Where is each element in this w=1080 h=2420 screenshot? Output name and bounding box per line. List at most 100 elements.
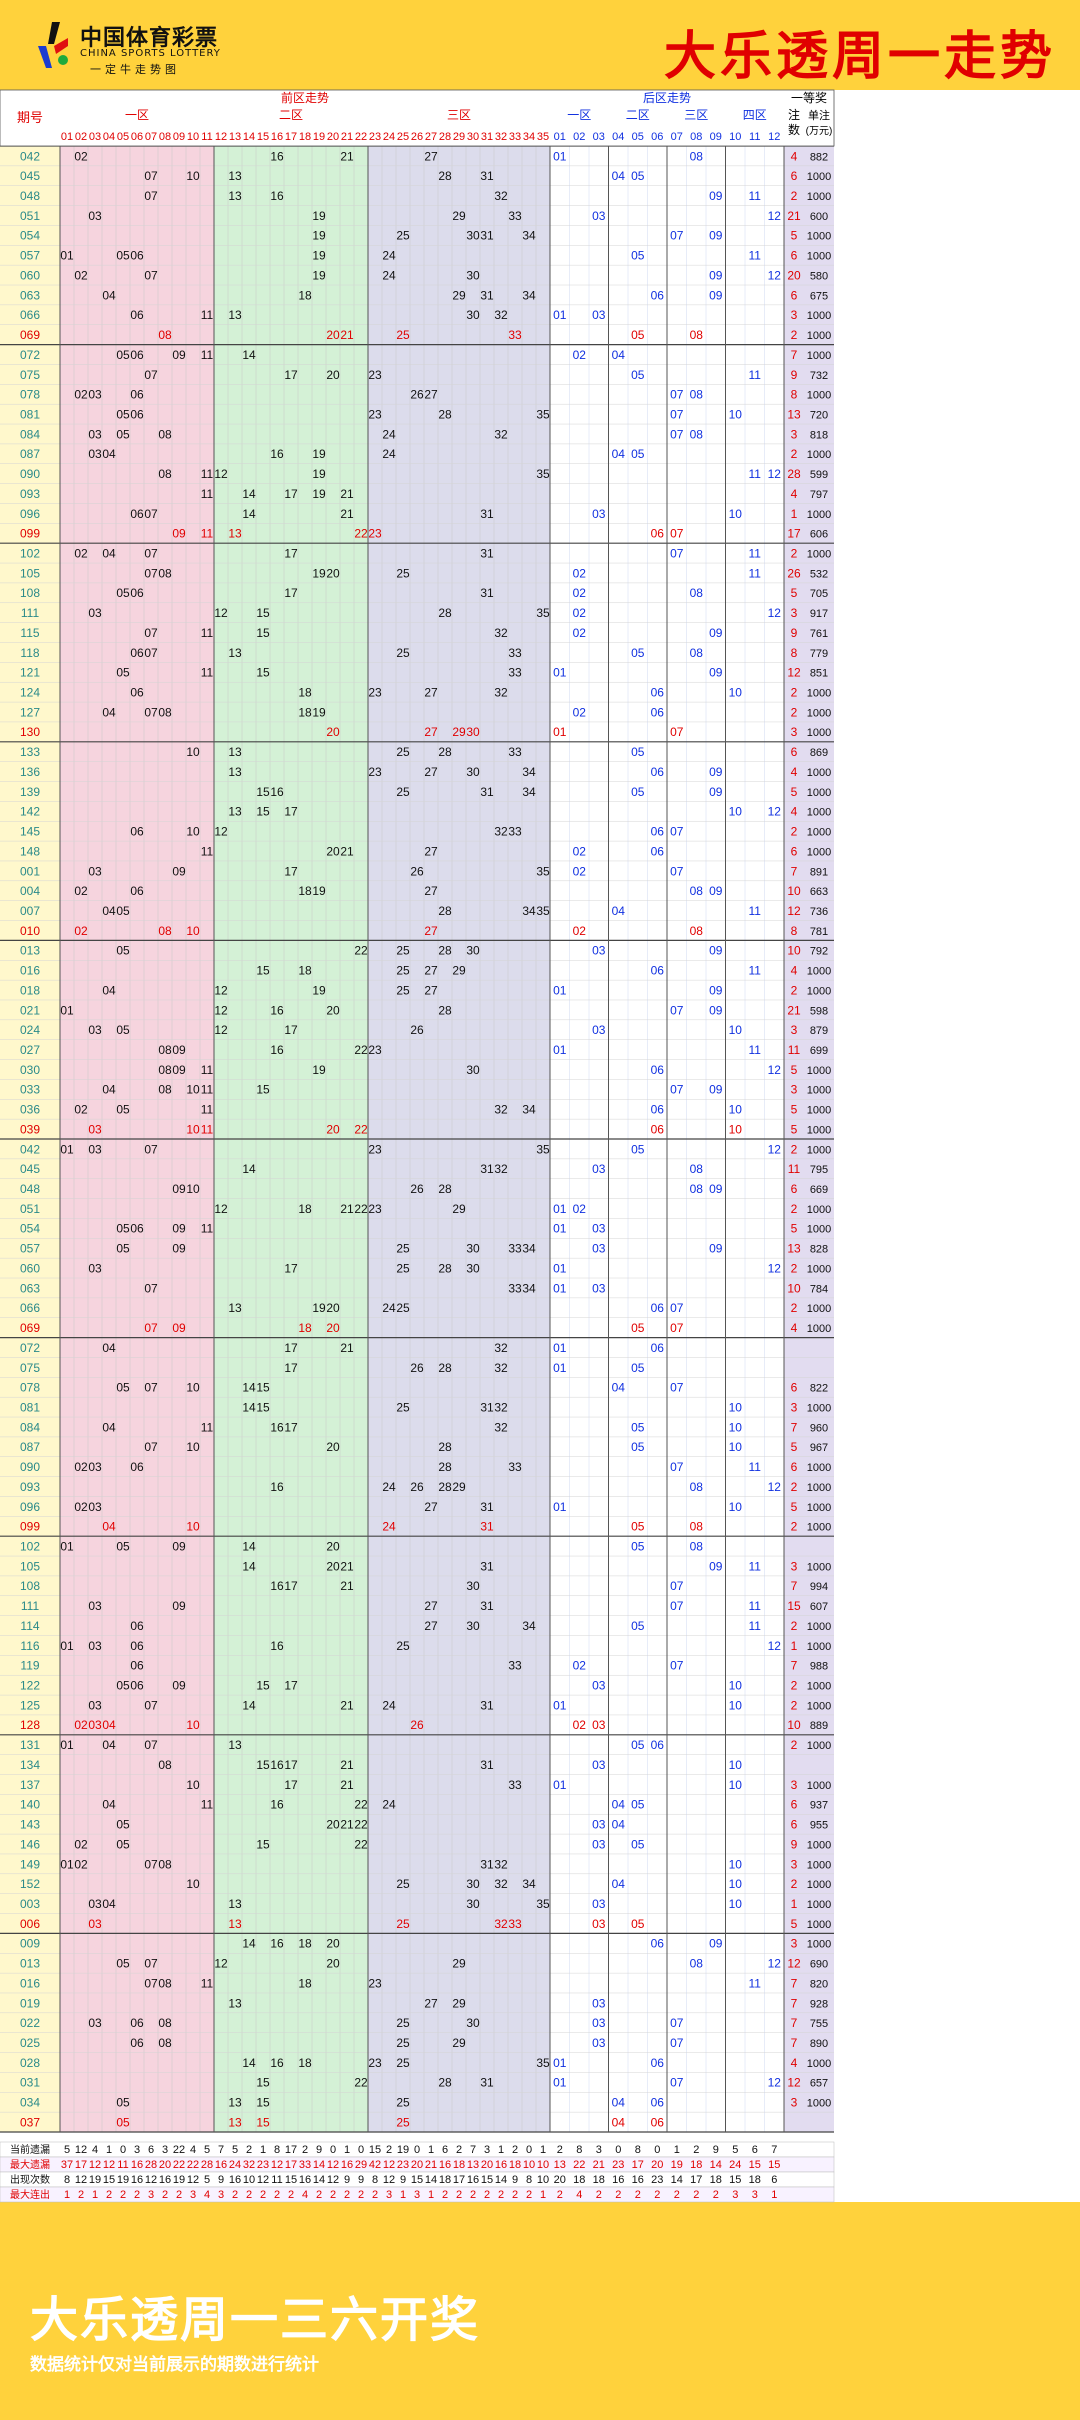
- front-ball: 03: [88, 1639, 102, 1653]
- period-label: 004: [20, 884, 40, 898]
- back-ball: 08: [690, 646, 704, 660]
- front-ball: 05: [116, 586, 130, 600]
- prize-amount: 795: [810, 1164, 828, 1176]
- front-ball: 03: [88, 606, 102, 620]
- prize-amount: 1000: [807, 727, 831, 739]
- front-ball: 15: [256, 1400, 270, 1414]
- prize-count: 17: [787, 527, 801, 541]
- front-ball: 35: [536, 2056, 550, 2070]
- front-number-tick: 30: [467, 131, 479, 143]
- period-label: 122: [20, 1679, 40, 1693]
- period-label: 105: [20, 566, 40, 580]
- stats-front-value: 5: [204, 2174, 210, 2186]
- back-ball: 03: [592, 1162, 606, 1176]
- stats-back-value: 15: [729, 2174, 741, 2186]
- front-ball: 15: [256, 1381, 270, 1395]
- footer: 大乐透周一三六开奖 数据统计仅对当前展示的期数进行统计: [0, 2280, 1080, 2420]
- period-label: 025: [20, 2036, 40, 2050]
- period-label: 121: [20, 666, 40, 680]
- front-ball: 06: [130, 686, 144, 700]
- stats-back-value: 5: [732, 2144, 738, 2156]
- period-label: 078: [20, 1381, 40, 1395]
- front-ball: 25: [396, 1242, 410, 1256]
- back-ball: 11: [749, 467, 762, 481]
- stats-front-value: 4: [190, 2144, 196, 2156]
- stats-back-value: 1: [771, 2189, 777, 2201]
- front-ball: 20: [326, 1122, 340, 1136]
- stats-back-value: 21: [593, 2159, 605, 2171]
- prize-amount: 851: [810, 668, 828, 680]
- stats-front-value: 15: [285, 2174, 297, 2186]
- stats-back-value: 2: [693, 2144, 699, 2156]
- back-ball: 03: [592, 2016, 606, 2030]
- front-number-tick: 29: [453, 131, 465, 143]
- front-ball: 03: [88, 1122, 102, 1136]
- front-ball: 13: [228, 189, 242, 203]
- front-ball: 12: [214, 1957, 228, 1971]
- front-ball: 02: [74, 1718, 88, 1732]
- front-ball: 08: [158, 1063, 172, 1077]
- front-number-tick: 15: [257, 131, 269, 143]
- front-ball: 16: [270, 149, 284, 163]
- front-ball: 19: [312, 983, 326, 997]
- stats-front-value: 33: [299, 2159, 311, 2171]
- back-ball: 08: [690, 884, 704, 898]
- prize-count: 10: [787, 1281, 801, 1295]
- back-ball: 05: [631, 328, 645, 342]
- back-ball: 05: [631, 1539, 645, 1553]
- back-ball: 11: [749, 1043, 762, 1057]
- stats-back-value: 2: [713, 2189, 719, 2201]
- back-ball: 01: [553, 1698, 567, 1712]
- front-ball: 27: [424, 388, 438, 402]
- front-ball: 01: [60, 1738, 74, 1752]
- stats-front-value: 2: [106, 2189, 112, 2201]
- front-ball: 06: [130, 407, 144, 421]
- front-ball: 35: [536, 407, 550, 421]
- back-ball: 11: [749, 566, 762, 580]
- front-ball: 07: [144, 189, 158, 203]
- front-ball: 30: [466, 944, 480, 958]
- period-label: 075: [20, 1361, 40, 1375]
- front-ball: 17: [284, 586, 298, 600]
- stats-front-value: 2: [470, 2189, 476, 2201]
- back-ball: 05: [631, 1520, 645, 1534]
- front-ball: 34: [522, 1877, 536, 1891]
- front-ball: 32: [494, 1103, 508, 1117]
- period-label: 102: [20, 1539, 40, 1553]
- front-ball: 30: [466, 1619, 480, 1633]
- prize-amount: 1000: [807, 1899, 831, 1911]
- back-ball: 05: [631, 785, 645, 799]
- front-ball: 20: [326, 1957, 340, 1971]
- back-ball: 12: [768, 606, 782, 620]
- period-label: 030: [20, 1063, 40, 1077]
- stats-front-value: 9: [316, 2144, 322, 2156]
- back-ball: 01: [553, 1778, 567, 1792]
- stats-front-value: 2: [162, 2189, 168, 2201]
- prize-count: 6: [791, 1182, 798, 1196]
- front-ball: 26: [410, 1182, 424, 1196]
- front-ball: 09: [172, 1222, 186, 1236]
- stats-back-value: 20: [651, 2159, 663, 2171]
- front-ball: 07: [144, 1976, 158, 1990]
- front-ball: 05: [116, 1242, 130, 1256]
- prize-count: 21: [787, 209, 801, 223]
- front-ball: 09: [172, 1679, 186, 1693]
- front-ball: 10: [186, 1718, 200, 1732]
- stats-front-value: 2: [274, 2189, 280, 2201]
- prize-amount: 1000: [807, 1939, 831, 1951]
- front-ball: 31: [480, 1559, 494, 1573]
- front-ball: 07: [144, 1142, 158, 1156]
- back-ball: 03: [592, 1917, 606, 1931]
- stats-front-value: 17: [285, 2159, 297, 2171]
- back-ball: 08: [690, 427, 704, 441]
- stats-front-value: 3: [190, 2189, 196, 2201]
- front-ball: 27: [424, 1599, 438, 1613]
- back-ball: 09: [709, 626, 723, 640]
- back-ball: 04: [612, 1877, 626, 1891]
- stats-front-value: 12: [271, 2159, 283, 2171]
- back-ball: 09: [709, 1182, 723, 1196]
- stats-front-value: 2: [260, 2189, 266, 2201]
- front-ball: 09: [172, 1599, 186, 1613]
- period-label: 108: [20, 586, 40, 600]
- front-number-tick: 06: [131, 131, 143, 143]
